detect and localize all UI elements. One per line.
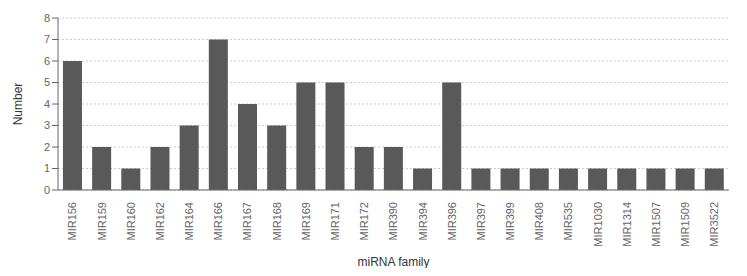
svg-text:MIR399: MIR399: [504, 202, 516, 241]
svg-text:4: 4: [44, 98, 50, 110]
svg-text:6: 6: [44, 55, 50, 67]
svg-text:1: 1: [44, 162, 50, 174]
svg-text:MIR1507: MIR1507: [650, 202, 662, 247]
svg-text:MIR172: MIR172: [358, 202, 370, 241]
svg-text:MIR166: MIR166: [212, 202, 224, 241]
svg-text:MIR396: MIR396: [446, 202, 458, 241]
svg-text:MIR162: MIR162: [154, 202, 166, 241]
svg-text:MIR164: MIR164: [183, 202, 195, 241]
svg-text:MIR535: MIR535: [562, 202, 574, 241]
svg-text:MIR390: MIR390: [387, 202, 399, 241]
svg-text:MIR167: MIR167: [241, 202, 253, 241]
svg-text:Number: Number: [11, 83, 25, 126]
svg-text:2: 2: [44, 141, 50, 153]
svg-text:MIR394: MIR394: [417, 202, 429, 241]
svg-text:3: 3: [44, 119, 50, 131]
svg-text:MIR171: MIR171: [329, 202, 341, 241]
svg-text:MIR169: MIR169: [300, 202, 312, 241]
svg-text:8: 8: [44, 12, 50, 24]
svg-text:MIR160: MIR160: [125, 202, 137, 241]
svg-text:MIR408: MIR408: [533, 202, 545, 241]
svg-text:MIR156: MIR156: [66, 202, 78, 241]
svg-text:MIR1030: MIR1030: [592, 202, 604, 247]
svg-text:MIR1314: MIR1314: [621, 202, 633, 247]
svg-text:MIR1509: MIR1509: [679, 202, 691, 247]
svg-text:5: 5: [44, 76, 50, 88]
svg-text:miRNA family: miRNA family: [357, 255, 429, 268]
svg-text:MIR397: MIR397: [475, 202, 487, 241]
svg-text:MIR168: MIR168: [271, 202, 283, 241]
svg-text:MIR3522: MIR3522: [708, 202, 720, 247]
svg-text:7: 7: [44, 33, 50, 45]
svg-text:MIR159: MIR159: [96, 202, 108, 241]
svg-text:0: 0: [44, 184, 50, 196]
